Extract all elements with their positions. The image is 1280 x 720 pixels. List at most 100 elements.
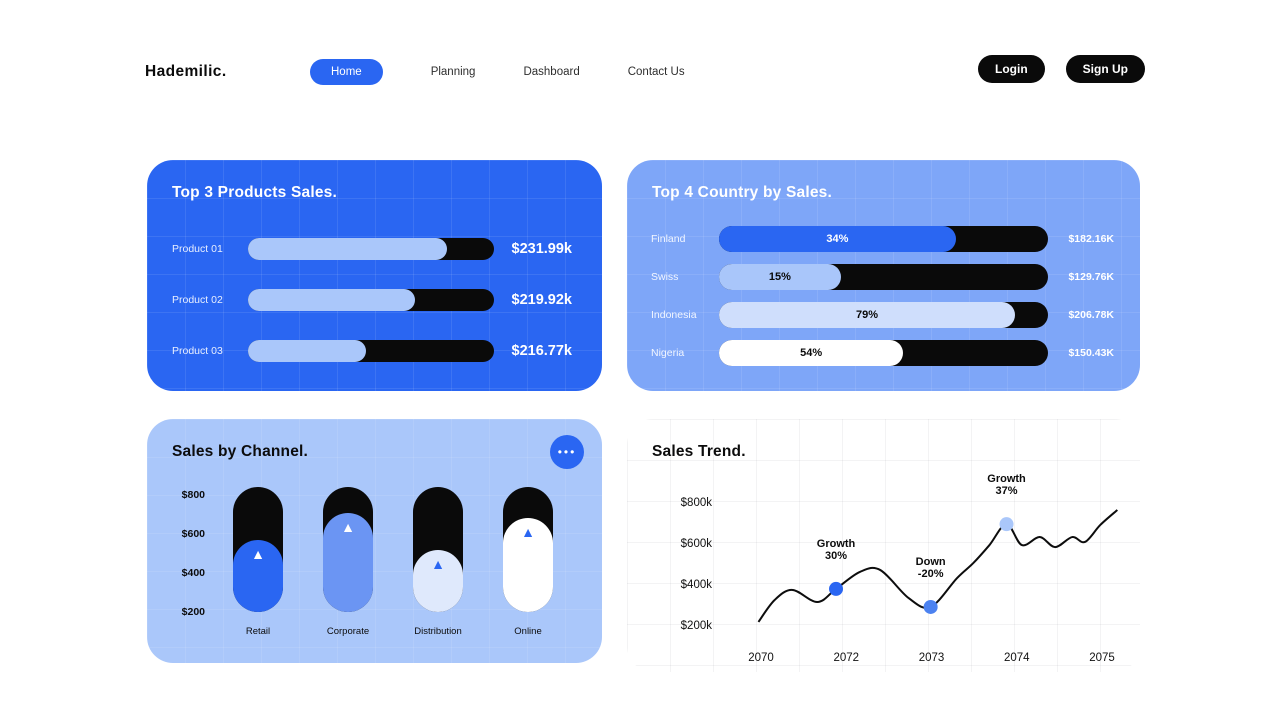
channel-capsule: ▲: [503, 487, 553, 612]
trend-point-dot: [923, 599, 938, 614]
product-row: Product 01 $231.99k: [172, 232, 572, 266]
trend-x-tick: 2070: [748, 652, 774, 664]
country-value: $182.16K: [1068, 233, 1114, 245]
triangle-up-icon: ▲: [341, 519, 355, 536]
channel-capsule-fill: ▲: [503, 518, 553, 612]
trend-x-tick: 2074: [1004, 652, 1030, 664]
nav-item-planning[interactable]: Planning: [430, 66, 476, 78]
country-label: Swiss: [651, 271, 679, 283]
product-bar: [248, 289, 494, 311]
trend-annotation-label: Growth: [987, 473, 1026, 485]
triangle-up-icon: ▲: [521, 524, 535, 541]
trend-y-tick: $800k: [681, 497, 713, 509]
trend-point-dot: [999, 517, 1014, 532]
top-countries-card: Top 4 Country by Sales. Finland 34% $182.1…: [627, 160, 1140, 391]
channel-column: ▲ Online: [503, 487, 553, 637]
top-products-card: Top 3 Products Sales. Product 01 $231.99k…: [147, 160, 602, 391]
trend-y-tick: $200k: [681, 620, 713, 632]
channels-y-axis: $800 $600 $400 $200: [161, 489, 205, 618]
product-label: Product 03: [172, 345, 223, 357]
channel-label: Distribution: [414, 626, 462, 637]
product-bar: [248, 340, 494, 362]
signup-button[interactable]: Sign Up: [1065, 55, 1145, 83]
channel-capsule: ▲: [233, 487, 283, 612]
country-label: Finland: [651, 233, 686, 245]
country-bar-fill: 79%: [719, 302, 1016, 328]
country-label: Indonesia: [651, 309, 697, 321]
product-value: $231.99k: [511, 241, 572, 257]
nav-item-dashboard[interactable]: Dashboard: [523, 66, 580, 78]
trend-annotation-label: Growth: [817, 538, 856, 550]
country-bar-fill: 34%: [719, 226, 956, 252]
product-value: $216.77k: [511, 343, 572, 359]
channel-capsule-fill: ▲: [413, 549, 463, 612]
channel-column: ▲ Corporate: [323, 487, 373, 637]
trend-x-tick: 2072: [833, 652, 859, 664]
trend-x-tick: 2075: [1089, 652, 1115, 664]
sales-trend-card: Sales Trend. $800k $600k $400k $200k 2070 207…: [627, 419, 1140, 672]
trend-line: [757, 509, 1119, 623]
channels-y-tick: $200: [181, 606, 205, 618]
trend-point-dot: [829, 581, 844, 596]
trend-annotation-value: -20%: [918, 568, 944, 580]
sales-by-channel-title: Sales by Channel.: [172, 443, 309, 460]
channel-label: Corporate: [326, 626, 370, 637]
product-label: Product 02: [172, 294, 223, 306]
ellipsis-icon: •••: [557, 444, 577, 459]
channel-label: Online: [514, 626, 542, 637]
triangle-up-icon: ▲: [251, 545, 265, 562]
country-bar-fill: 15%: [719, 264, 841, 290]
top-products-rows: Product 01 $231.99k Product 02 $219.92k Prod…: [172, 232, 572, 368]
triangle-up-icon: ▲: [431, 555, 445, 572]
country-bar: 34%: [719, 226, 1048, 252]
nav-item-home[interactable]: Home: [310, 59, 383, 85]
trend-annotation-value: 30%: [825, 550, 847, 562]
product-row: Product 03 $216.77k: [172, 334, 572, 368]
channels-columns: ▲ Retail ▲ Corporate ▲ Distribution ▲ Online: [233, 487, 553, 637]
product-label: Product 01: [172, 243, 223, 255]
product-row: Product 02 $219.92k: [172, 283, 572, 317]
country-row: Swiss 15% $129.76K: [651, 262, 1114, 292]
trend-annotation-label: Down: [916, 556, 946, 568]
country-row: Indonesia 79% $206.78K: [651, 300, 1114, 330]
brand-logo[interactable]: Hademilic.: [145, 63, 227, 80]
main-nav: Home Planning Dashboard Contact Us: [310, 59, 685, 85]
product-bar: [248, 238, 494, 260]
country-bar: 15%: [719, 264, 1048, 290]
sales-trend-chart: $800k $600k $400k $200k 2070 2072 2073 2074 2075…: [681, 473, 1119, 664]
channel-capsule: ▲: [323, 487, 373, 612]
top-products-title: Top 3 Products Sales.: [172, 184, 337, 201]
top-countries-rows: Finland 34% $182.16K Swiss 15% $129.76K Indone…: [651, 224, 1114, 368]
trend-y-tick: $400k: [681, 579, 713, 591]
country-row: Nigeria 54% $150.43K: [651, 338, 1114, 368]
product-bar-fill: [248, 238, 448, 260]
channel-label: Retail: [245, 626, 271, 637]
country-bar: 79%: [719, 302, 1048, 328]
country-label: Nigeria: [651, 347, 685, 359]
trend-annotation-value: 37%: [996, 485, 1018, 497]
channel-column: ▲ Distribution: [413, 487, 463, 637]
channel-capsule-fill: ▲: [323, 513, 373, 612]
login-button[interactable]: Login: [978, 55, 1045, 83]
product-bar-fill: [248, 289, 416, 311]
channels-y-tick: $600: [181, 528, 205, 540]
nav-item-contact-us[interactable]: Contact Us: [627, 66, 685, 78]
channels-y-tick: $400: [181, 567, 205, 579]
top-countries-title: Top 4 Country by Sales.: [652, 184, 833, 201]
channels-y-tick: $800: [181, 489, 205, 501]
trend-y-tick: $600k: [681, 538, 713, 550]
channel-capsule-fill: ▲: [233, 539, 283, 612]
country-row: Finland 34% $182.16K: [651, 224, 1114, 254]
sales-by-channel-card: Sales by Channel. ••• $800 $600 $400 $200 ▲…: [147, 419, 602, 663]
country-bar: 54%: [719, 340, 1048, 366]
auth-buttons: Login Sign Up: [978, 55, 1145, 83]
more-options-button[interactable]: •••: [550, 435, 584, 469]
country-value: $150.43K: [1068, 347, 1114, 359]
trend-x-tick: 2073: [919, 652, 945, 664]
country-value: $206.78K: [1068, 309, 1114, 321]
channel-capsule: ▲: [413, 487, 463, 612]
product-value: $219.92k: [511, 292, 572, 308]
sales-trend-title: Sales Trend.: [652, 443, 746, 460]
channel-column: ▲ Retail: [233, 487, 283, 637]
country-value: $129.76K: [1068, 271, 1114, 283]
